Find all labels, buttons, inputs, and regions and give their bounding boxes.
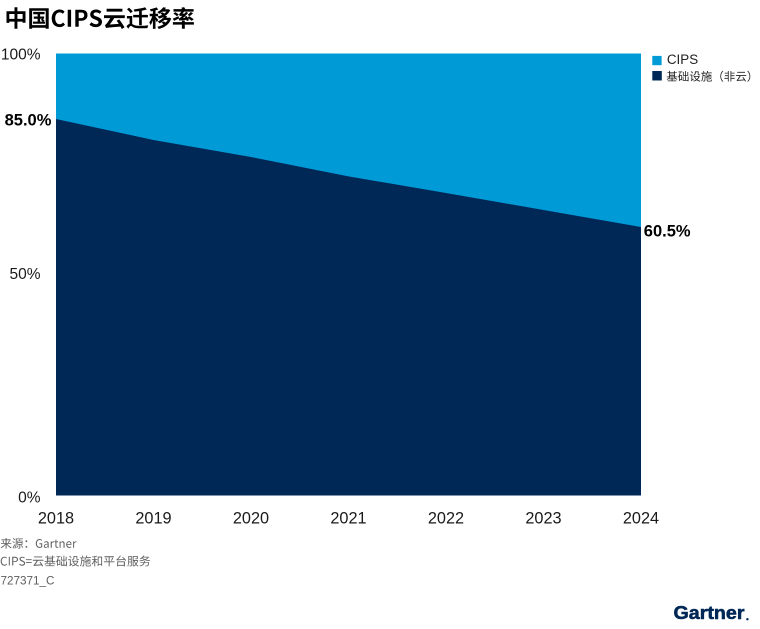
svg-text:2023: 2023 [525, 509, 561, 527]
svg-text:50%: 50% [9, 266, 40, 283]
svg-text:Gartner: Gartner [674, 602, 745, 623]
svg-text:85.0%: 85.0% [5, 111, 52, 129]
svg-text:727371_C: 727371_C [1, 575, 55, 588]
svg-text:2024: 2024 [623, 509, 659, 527]
svg-text:0%: 0% [18, 489, 41, 506]
svg-text:2020: 2020 [233, 509, 269, 527]
svg-text:CIPS: CIPS [667, 52, 698, 67]
svg-text:2022: 2022 [428, 509, 464, 527]
svg-text:100%: 100% [1, 46, 41, 63]
svg-text:2019: 2019 [135, 509, 171, 527]
svg-text:2018: 2018 [38, 509, 74, 527]
svg-text:60.5%: 60.5% [644, 223, 691, 241]
svg-text:2021: 2021 [330, 509, 366, 527]
